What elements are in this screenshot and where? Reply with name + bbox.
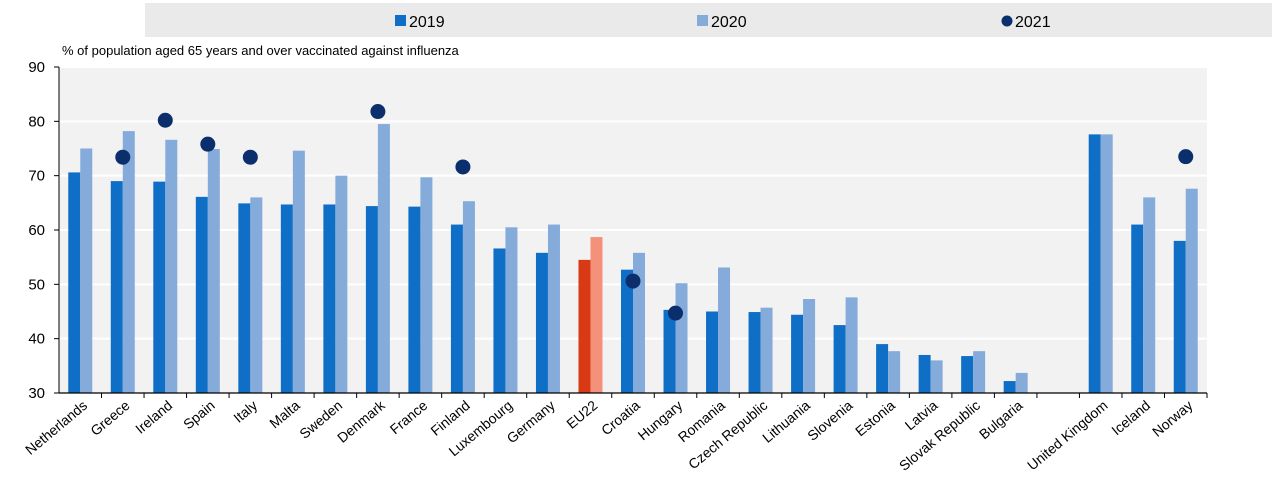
bar-2020 xyxy=(1143,197,1156,393)
bar-2019 xyxy=(833,325,846,393)
bar-2019 xyxy=(68,172,81,393)
legend-label-2020: 2020 xyxy=(711,14,747,31)
bar-2020 xyxy=(803,299,816,393)
bar-2019 xyxy=(1088,134,1101,393)
bar-2020 xyxy=(845,297,858,393)
bar-2019 xyxy=(961,356,974,393)
bar-2019 xyxy=(323,204,336,393)
legend: 2019 2020 2021 xyxy=(395,14,1051,31)
dot-2021 xyxy=(455,159,471,175)
dot-2021 xyxy=(668,305,684,321)
x-tick-label: Bulgaria xyxy=(976,397,1026,442)
dot-2021 xyxy=(200,136,216,152)
bar-2019 xyxy=(238,203,251,393)
bar-2020 xyxy=(590,237,603,393)
x-tick-label: United Kingdom xyxy=(1024,397,1111,473)
bar-2019 xyxy=(876,344,889,393)
bar-2020 xyxy=(1100,134,1113,393)
bar-2020 xyxy=(377,124,390,394)
dot-2021 xyxy=(370,104,386,120)
y-tick-label: 90 xyxy=(28,59,45,76)
bars xyxy=(68,124,1198,394)
dot-2021 xyxy=(115,149,131,165)
x-tick-label: Czech Republic xyxy=(685,397,770,472)
legend-label-2019: 2019 xyxy=(409,14,445,31)
dot-2021 xyxy=(157,112,173,128)
bar-2020 xyxy=(1185,188,1198,393)
bar-2020 xyxy=(80,148,93,393)
x-tick-label: Iceland xyxy=(1108,397,1153,438)
x-tick-label: Slovenia xyxy=(804,397,856,444)
x-tick-label: France xyxy=(387,397,431,437)
bar-2019 xyxy=(408,206,421,393)
x-tick-label: Italy xyxy=(230,397,260,426)
x-tick-label: Lithuania xyxy=(759,397,813,446)
x-tick-label: Germany xyxy=(503,397,557,446)
dot-2021 xyxy=(1178,149,1194,165)
y-axis: 30 40 50 60 70 80 90 xyxy=(28,59,60,402)
bar-2019 xyxy=(493,248,506,393)
bar-2019 xyxy=(280,204,293,393)
bar-2020 xyxy=(420,177,433,393)
x-tick-label: Norway xyxy=(1149,397,1196,440)
bar-2019 xyxy=(1173,240,1186,393)
bar-2019 xyxy=(1003,381,1016,393)
y-tick-label: 40 xyxy=(28,331,45,348)
legend-marker-2019 xyxy=(395,15,406,26)
bar-2020 xyxy=(122,131,135,393)
x-tick-label: Malta xyxy=(266,397,303,431)
bar-2020 xyxy=(292,150,305,393)
x-tick-label: Greece xyxy=(87,397,133,439)
bar-2020 xyxy=(718,267,731,393)
bar-2019 xyxy=(578,259,591,393)
y-tick-label: 30 xyxy=(28,385,45,402)
legend-label-2021: 2021 xyxy=(1015,14,1051,31)
bar-2019 xyxy=(1131,224,1144,393)
bar-2019 xyxy=(791,314,804,393)
bar-2020 xyxy=(930,360,943,393)
bar-2020 xyxy=(760,307,773,393)
dots xyxy=(115,104,1194,321)
bar-2020 xyxy=(165,139,178,393)
bar-2020 xyxy=(973,351,986,393)
y-tick-label: 70 xyxy=(28,168,45,185)
bar-2020 xyxy=(505,227,518,393)
bar-2019 xyxy=(110,181,123,393)
x-tick-label: Estonia xyxy=(852,397,898,439)
bar-2019 xyxy=(918,354,931,393)
bar-2020 xyxy=(335,175,348,393)
bar-2019 xyxy=(450,224,463,393)
bar-2020 xyxy=(888,351,901,393)
bar-2019 xyxy=(663,309,676,393)
x-tick-label: Spain xyxy=(180,397,218,432)
bar-2020 xyxy=(675,283,688,393)
legend-background xyxy=(145,3,1272,37)
bar-2019 xyxy=(365,206,378,393)
x-tick-label: EU22 xyxy=(563,397,600,432)
x-tick-label: Ireland xyxy=(132,397,175,437)
bar-2019 xyxy=(195,196,208,393)
bar-2019 xyxy=(621,269,633,393)
y-axis-label: % of population aged 65 years and over v… xyxy=(62,43,460,58)
y-tick-label: 60 xyxy=(28,222,45,239)
bar-2019 xyxy=(706,311,719,393)
bar-2019 xyxy=(748,312,761,393)
legend-marker-2020 xyxy=(697,15,708,26)
bar-2020 xyxy=(462,201,475,393)
bar-2020 xyxy=(207,149,220,393)
bar-2019 xyxy=(153,181,166,393)
x-tick-label: Netherlands xyxy=(22,397,90,458)
bar-2020 xyxy=(1015,372,1028,393)
dot-2021 xyxy=(242,149,258,165)
bar-2019 xyxy=(535,252,548,393)
dot-2021 xyxy=(625,273,641,289)
bar-2020 xyxy=(547,224,560,393)
bar-2020 xyxy=(250,197,263,393)
y-tick-label: 50 xyxy=(28,276,45,293)
x-tick-label: Denmark xyxy=(334,396,389,445)
y-tick-label: 80 xyxy=(28,113,45,130)
legend-marker-2021 xyxy=(1001,15,1013,27)
